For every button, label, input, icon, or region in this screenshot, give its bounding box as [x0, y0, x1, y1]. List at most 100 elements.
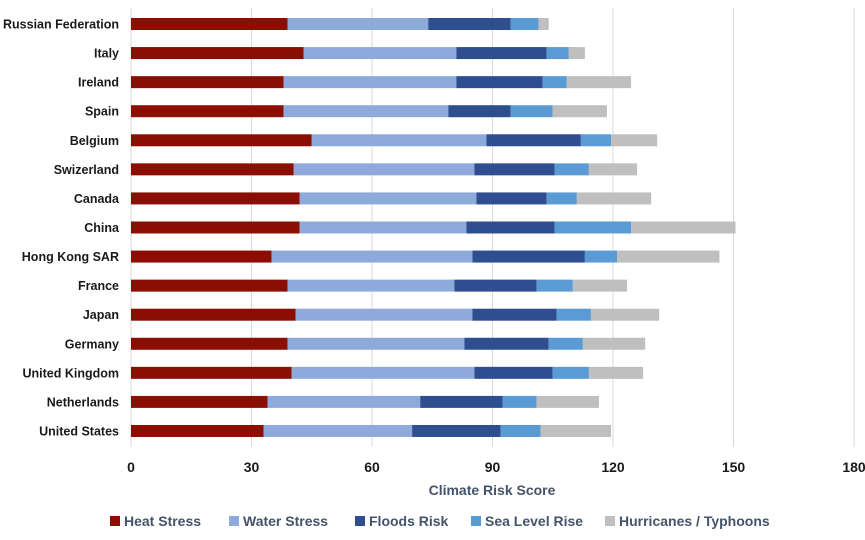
- bar-segment: [311, 134, 487, 147]
- bar-segment: [456, 47, 547, 60]
- bar-segment: [420, 395, 503, 408]
- category-label: Italy: [94, 47, 119, 61]
- bar-segment: [584, 250, 618, 263]
- bar-segment: [472, 308, 557, 321]
- legend-swatch: [229, 516, 239, 526]
- bar-segment: [542, 76, 567, 89]
- category-label: Canada: [74, 192, 120, 206]
- bar-segment: [293, 163, 475, 176]
- bars: [131, 18, 736, 437]
- bar-segment: [263, 424, 413, 437]
- bar-segment: [510, 105, 553, 118]
- bar-segment: [283, 105, 449, 118]
- bar-segment: [536, 395, 599, 408]
- category-label: Germany: [65, 337, 119, 351]
- x-tick-label: 120: [601, 459, 625, 475]
- bar-segment: [295, 308, 473, 321]
- bar-segment: [428, 18, 511, 30]
- bar-segment: [474, 366, 553, 379]
- bar-segment: [131, 395, 268, 408]
- bar-segment: [588, 366, 644, 379]
- legend-swatch: [110, 516, 120, 526]
- category-labels: Russian Federation Italy Ireland Spain Belgi…: [3, 18, 120, 439]
- bar-segment: [588, 163, 638, 176]
- x-tick-label: 60: [364, 459, 380, 475]
- bar-segment: [131, 250, 272, 263]
- bar-segment: [554, 221, 632, 234]
- category-label: Hong Kong SAR: [22, 250, 119, 264]
- x-axis-label: Climate Risk Score: [429, 482, 556, 498]
- legend-swatch: [605, 516, 615, 526]
- bar-segment: [283, 76, 457, 89]
- category-label: Russian Federation: [3, 18, 119, 32]
- bar-segment: [131, 18, 288, 30]
- bar-segment: [472, 250, 585, 263]
- bar-segment: [131, 308, 296, 321]
- bar-segment: [476, 192, 547, 205]
- x-tick-label: 90: [485, 459, 501, 475]
- bar-segment: [464, 337, 549, 350]
- bar-segment: [536, 279, 573, 292]
- bar-segment: [454, 279, 537, 292]
- category-label: France: [78, 279, 119, 293]
- bar-segment: [546, 47, 569, 60]
- bar-segment: [510, 18, 539, 30]
- bar-segment: [271, 250, 473, 263]
- bar-segment: [131, 163, 294, 176]
- bar-segment: [572, 279, 628, 292]
- bar-segment: [568, 47, 585, 60]
- category-label: Spain: [85, 105, 119, 119]
- legend: Heat Stress Water Stress Floods Risk Sea Le…: [110, 513, 770, 529]
- bar-segment: [546, 192, 577, 205]
- category-label: Netherlands: [47, 395, 119, 409]
- bar-segment: [291, 366, 475, 379]
- bar-segment: [466, 221, 555, 234]
- category-label: United States: [39, 424, 119, 438]
- category-label: China: [84, 221, 120, 235]
- legend-entry: Heat Stress: [124, 513, 201, 529]
- legend-entry: Hurricanes / Typhoons: [619, 513, 770, 529]
- bar-segment: [131, 424, 264, 437]
- bar-segment: [448, 105, 511, 118]
- bar-segment: [554, 163, 589, 176]
- bar-segment: [287, 337, 465, 350]
- bar-segment: [590, 308, 660, 321]
- bar-segment: [131, 192, 300, 205]
- category-label: Ireland: [78, 76, 119, 90]
- bar-segment: [131, 134, 312, 147]
- bar-segment: [576, 192, 652, 205]
- legend-entry: Sea Level Rise: [485, 513, 583, 529]
- bar-segment: [267, 395, 421, 408]
- category-label: United Kingdom: [22, 366, 119, 380]
- category-label: Japan: [83, 308, 119, 322]
- bar-segment: [303, 47, 457, 60]
- legend-entry: Water Stress: [243, 513, 328, 529]
- bar-segment: [502, 395, 537, 408]
- bar-segment: [456, 76, 543, 89]
- bar-segment: [486, 134, 581, 147]
- bar-segment: [552, 366, 589, 379]
- bar-segment: [299, 192, 477, 205]
- bar-segment: [500, 424, 541, 437]
- bar-segment: [131, 221, 300, 234]
- bar-segment: [582, 337, 646, 350]
- bar-segment: [287, 18, 429, 30]
- bar-segment: [131, 47, 304, 60]
- x-tick-label: 180: [842, 459, 865, 475]
- legend-swatch: [471, 516, 481, 526]
- bar-segment: [131, 76, 284, 89]
- x-tick-label: 30: [244, 459, 260, 475]
- legend-entry: Floods Risk: [369, 513, 449, 529]
- bar-segment: [548, 337, 583, 350]
- bar-segment: [538, 18, 549, 30]
- bar-segment: [131, 105, 284, 118]
- bar-segment: [566, 76, 632, 89]
- bar-segment: [474, 163, 555, 176]
- bar-segment: [131, 337, 288, 350]
- bar-segment: [299, 221, 467, 234]
- bar-segment: [580, 134, 611, 147]
- category-label: Belgium: [70, 134, 119, 148]
- bar-segment: [540, 424, 611, 437]
